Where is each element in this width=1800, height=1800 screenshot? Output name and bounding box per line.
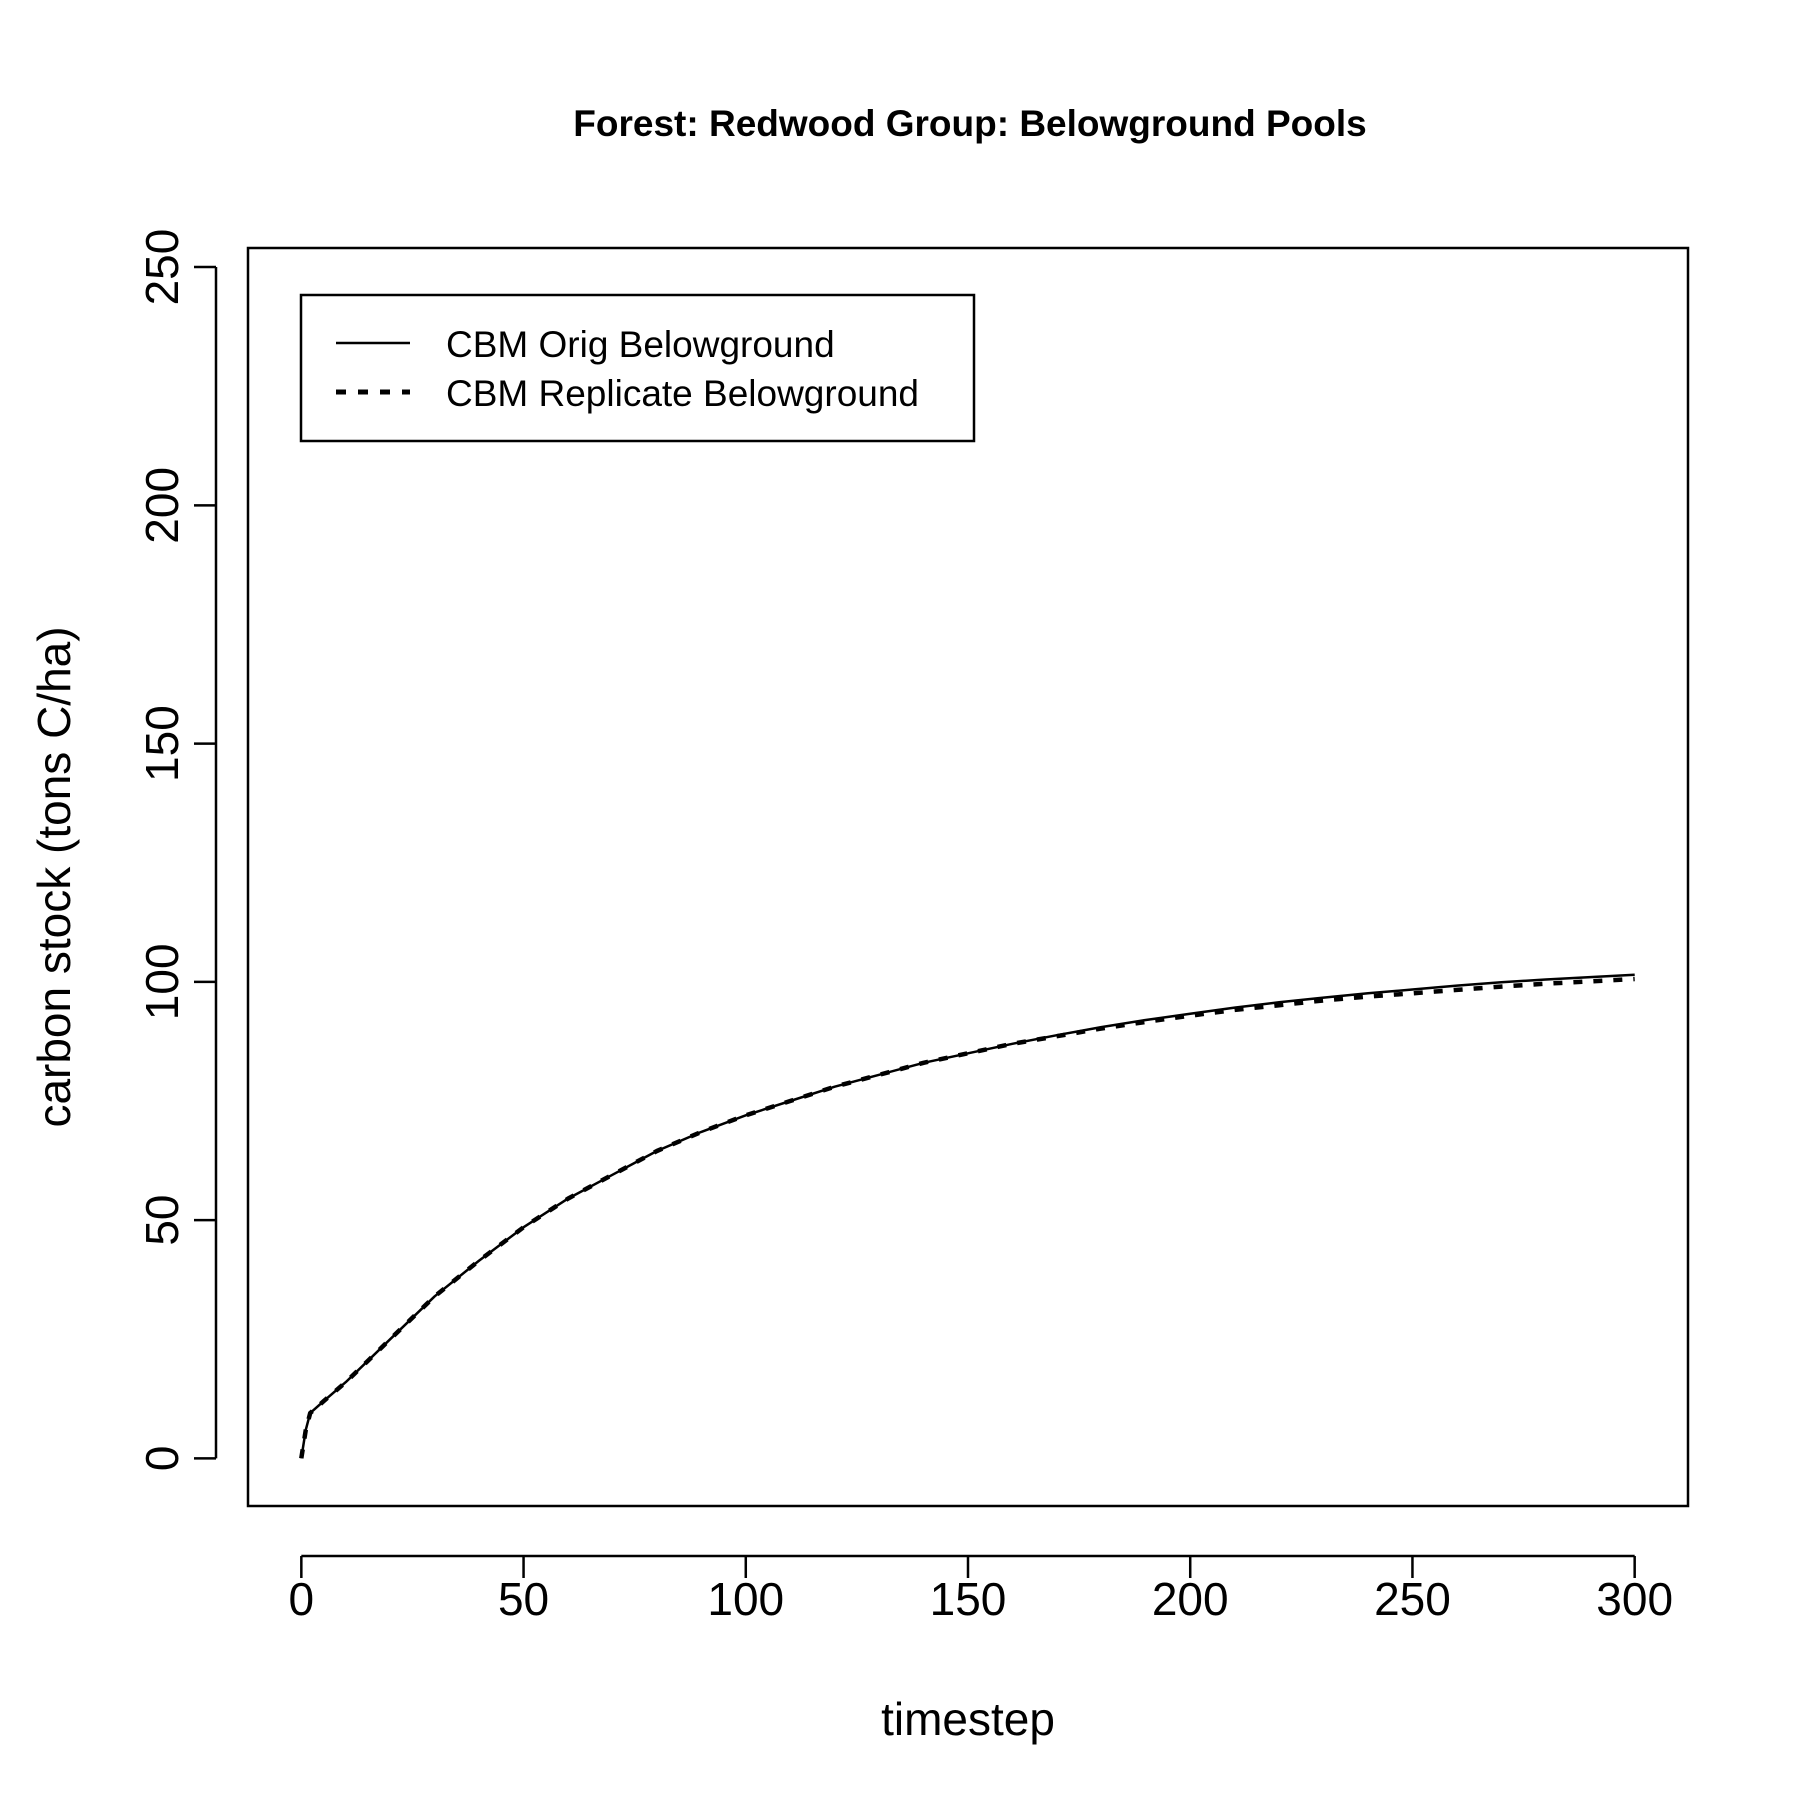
chart-title: Forest: Redwood Group: Belowground Pools xyxy=(573,103,1366,144)
y-axis: 0 50 100 150 200 250 xyxy=(136,229,218,1472)
x-tick-label: 250 xyxy=(1374,1573,1451,1625)
plot-frame xyxy=(246,246,1690,1508)
y-axis-label: carbon stock (tons C/ha) xyxy=(28,626,80,1127)
y-tick-label: 150 xyxy=(136,705,188,782)
x-tick-label: 200 xyxy=(1152,1573,1229,1625)
series-layer xyxy=(299,973,1635,1459)
x-tick-label: 100 xyxy=(707,1573,784,1625)
legend: CBM Orig Belowground CBM Replicate Below… xyxy=(299,293,976,443)
y-tick-label: 250 xyxy=(136,229,188,306)
x-tick-label: 0 xyxy=(289,1573,315,1625)
series-line-replicate xyxy=(299,976,1635,1459)
x-tick-label: 50 xyxy=(498,1573,549,1625)
y-tick-label: 200 xyxy=(136,467,188,544)
y-tick-label: 100 xyxy=(136,943,188,1020)
series-line-orig xyxy=(300,973,1635,1459)
legend-label-orig: CBM Orig Belowground xyxy=(446,324,835,365)
legend-box xyxy=(299,293,976,443)
x-tick-label: 300 xyxy=(1596,1573,1673,1625)
legend-label-replicate: CBM Replicate Belowground xyxy=(446,373,919,414)
y-tick-label: 50 xyxy=(136,1195,188,1246)
x-tick-label: 150 xyxy=(930,1573,1007,1625)
x-axis: 0 50 100 150 200 250 300 xyxy=(289,1554,1673,1625)
y-tick-label: 0 xyxy=(136,1446,188,1472)
x-axis-label: timestep xyxy=(881,1693,1055,1745)
